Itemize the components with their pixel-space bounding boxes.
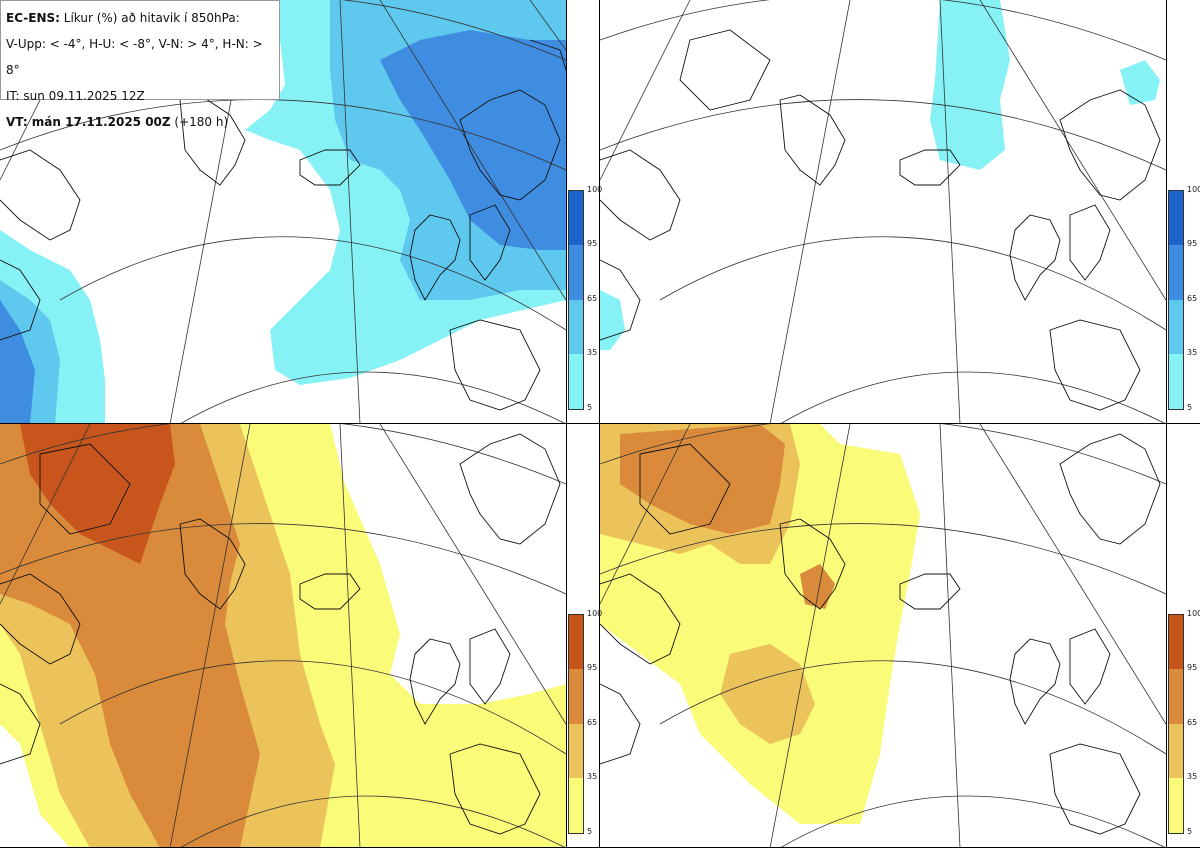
- prob-95-100: [20, 424, 175, 564]
- probability-map: [0, 424, 566, 848]
- prob-65-95-center: [800, 564, 835, 609]
- info-box: EC-ENS: Líkur (%) að hitavik í 850hPa: V…: [0, 0, 280, 129]
- info-line-2: V-Upp: < -4°, H-U: < -8°, V-N: > 4°, H-N…: [6, 37, 263, 77]
- model-label: EC-ENS:: [6, 11, 60, 25]
- info-line-4: VT: mán 17.11.2025 00Z (+180 h): [6, 115, 229, 129]
- colorbar-cold-left: 100 95 65 35 5: [568, 186, 608, 428]
- probability-map: [600, 0, 1166, 424]
- panel-divider: [566, 0, 567, 848]
- colorbar-warm-right: 100 95 65 35 5: [1168, 610, 1200, 852]
- colorbar-cold-right: 100 95 65 35 5: [1168, 186, 1200, 428]
- prob-5-35: [930, 0, 1010, 170]
- info-line-1: EC-ENS: Líkur (%) að hitavik í 850hPa:: [6, 11, 240, 25]
- panel-divider: [599, 0, 600, 848]
- probability-map: [600, 424, 1166, 848]
- map-panel-top-left: EC-ENS: Líkur (%) að hitavik í 850hPa: V…: [0, 0, 566, 424]
- prob-65-95: [620, 424, 785, 534]
- prob-65-95: [380, 30, 566, 250]
- valid-time: VT: mán 17.11.2025 00Z: [6, 115, 171, 129]
- panel-divider: [1166, 0, 1167, 848]
- prob-65-95-west: [0, 300, 35, 424]
- panel-divider: [0, 423, 1200, 424]
- colorbar-warm-left: 100 95 65 35 5: [568, 610, 608, 852]
- prob-65-95: [0, 424, 260, 848]
- info-line-3: IT: sun 09.11.2025 12Z: [6, 89, 145, 103]
- map-panel-bottom-left: [0, 424, 566, 848]
- map-panel-bottom-right: [600, 424, 1166, 848]
- prob-5-35-east: [1120, 60, 1160, 105]
- map-panel-top-right: [600, 0, 1166, 424]
- prob-35-65-center: [720, 644, 815, 744]
- prob-5-35-west: [600, 290, 625, 350]
